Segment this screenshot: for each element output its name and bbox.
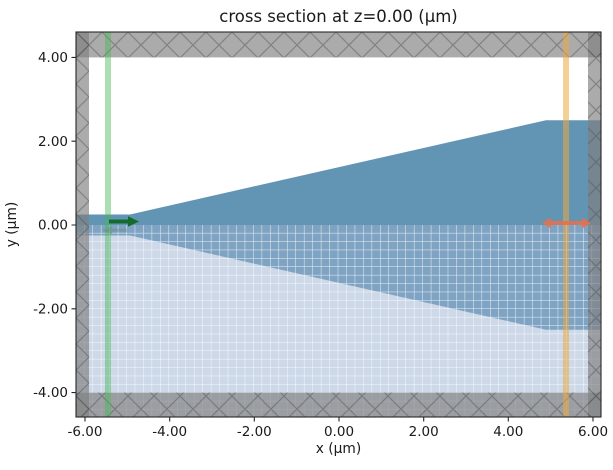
y-tick-label: -2.00 xyxy=(33,301,68,317)
pml-bottom-hatch xyxy=(76,392,601,417)
axes-spines xyxy=(75,31,602,418)
x-tick-labels: -6.00 -4.00 -2.00 0.00 2.00 4.00 6.00 xyxy=(68,424,609,440)
plot-title: cross section at z=0.00 (μm) xyxy=(219,7,457,26)
tick-marks xyxy=(71,56,594,422)
monitor-arrows xyxy=(542,217,591,229)
mode-source-line xyxy=(105,32,111,417)
y-tick-label: 4.00 xyxy=(38,50,68,66)
pml-top-hatch xyxy=(76,32,601,58)
x-tick-label: -4.00 xyxy=(152,424,187,440)
x-tick-label: 0.00 xyxy=(324,424,354,440)
y-axis-label: y (μm) xyxy=(4,202,20,248)
x-tick-label: 6.00 xyxy=(578,424,608,440)
x-tick-label: 2.00 xyxy=(409,424,439,440)
pml-bands xyxy=(76,32,601,417)
y-tick-label: 2.00 xyxy=(38,134,68,150)
x-axis-label: x (μm) xyxy=(316,441,362,457)
pml-left-hatch xyxy=(76,32,89,417)
x-tick-label: -6.00 xyxy=(68,424,103,440)
y-tick-label: -4.00 xyxy=(33,385,68,401)
mesh-overlay-gridlines xyxy=(76,225,601,417)
source-direction-arrow-icon xyxy=(109,216,139,227)
x-tick-label: 4.00 xyxy=(493,424,523,440)
monitor-arrow-left-icon xyxy=(542,217,566,229)
y-tick-label: 0.00 xyxy=(38,218,68,234)
y-tick-labels: 4.00 2.00 0.00 -2.00 -4.00 xyxy=(33,50,68,401)
pml-right-hatch xyxy=(588,32,601,417)
x-tick-label: -2.00 xyxy=(237,424,272,440)
source-ghost-arrow-icon xyxy=(102,226,127,235)
monitor-arrow-right-icon xyxy=(566,217,591,229)
